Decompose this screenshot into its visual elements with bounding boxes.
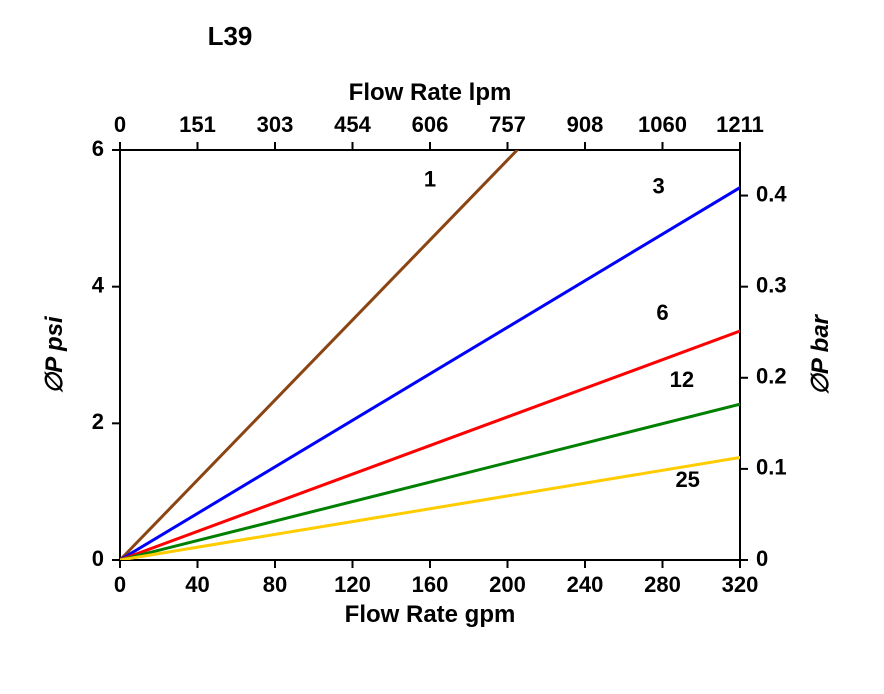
x-bottom-tick-label: 120 — [334, 572, 371, 597]
x-top-tick-label: 908 — [567, 112, 604, 137]
x-bottom-tick-label: 40 — [185, 572, 209, 597]
chart-container: 136122504080120160200240280320Flow Rate … — [0, 0, 884, 694]
x-bottom-tick-label: 0 — [114, 572, 126, 597]
series-label-6: 6 — [656, 300, 668, 325]
y-left-tick-label: 4 — [92, 272, 105, 297]
x-top-tick-label: 151 — [179, 112, 216, 137]
y-right-tick-label: 0.2 — [756, 364, 787, 389]
x-top-tick-label: 606 — [412, 112, 449, 137]
x-top-tick-label: 1060 — [638, 112, 687, 137]
y-left-axis-label: ∅P psi — [41, 315, 68, 394]
x-bottom-axis-label: Flow Rate gpm — [345, 601, 516, 628]
series-label-12: 12 — [670, 367, 694, 392]
x-top-tick-label: 1211 — [716, 112, 764, 137]
x-bottom-tick-label: 160 — [412, 572, 449, 597]
x-top-tick-label: 757 — [489, 112, 526, 137]
y-right-tick-label: 0.1 — [756, 455, 787, 480]
x-bottom-tick-label: 80 — [263, 572, 287, 597]
y-right-tick-label: 0 — [756, 546, 768, 571]
x-top-tick-label: 0 — [114, 112, 126, 137]
y-right-axis-label: ∅P bar — [807, 313, 834, 395]
series-label-25: 25 — [675, 467, 699, 492]
y-left-tick-label: 6 — [92, 136, 104, 161]
x-top-tick-label: 303 — [257, 112, 294, 137]
x-bottom-tick-label: 200 — [489, 572, 526, 597]
x-bottom-tick-label: 280 — [644, 572, 681, 597]
pressure-flow-chart: 136122504080120160200240280320Flow Rate … — [0, 0, 884, 694]
y-left-tick-label: 2 — [92, 409, 104, 434]
y-right-tick-label: 0.3 — [756, 272, 787, 297]
x-bottom-tick-label: 240 — [567, 572, 604, 597]
series-label-3: 3 — [653, 173, 665, 198]
y-right-tick-label: 0.4 — [756, 181, 787, 206]
chart-title: L39 — [208, 21, 253, 51]
x-top-axis-label: Flow Rate lpm — [349, 79, 512, 106]
y-left-tick-label: 0 — [92, 546, 104, 571]
x-bottom-tick-label: 320 — [722, 572, 759, 597]
x-top-tick-label: 454 — [334, 112, 371, 137]
series-label-1: 1 — [424, 167, 436, 192]
